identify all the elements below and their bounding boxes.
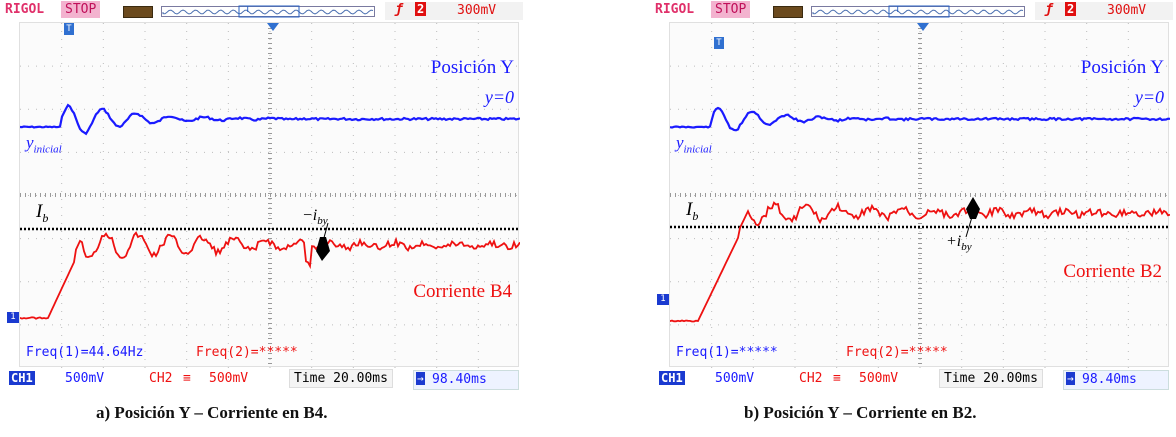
ib-label: Ib xyxy=(36,201,48,226)
horizontal-position-icon[interactable] xyxy=(917,23,929,31)
trigger-status[interactable]: ƒ 2 300mV xyxy=(385,2,523,20)
channel-bar: CH1 500mV CH2 ≡ 500mV Time 20.00ms → 98.… xyxy=(3,368,523,392)
freq1-readout: Freq(1)=44.64Hz xyxy=(26,345,144,360)
annotation-pointer xyxy=(321,222,329,246)
y-zero-label: y=0 xyxy=(484,87,514,107)
y-initial-label: yinicial xyxy=(26,133,62,155)
battery-icon xyxy=(773,6,803,18)
y-initial-main: y xyxy=(26,133,34,152)
arrow-down-icon xyxy=(316,237,330,261)
trigger-marker-icon[interactable]: T xyxy=(714,37,724,49)
ch1-marker-icon[interactable]: 1 xyxy=(657,294,669,305)
y-initial-sub: inicial xyxy=(683,143,712,156)
ch1-badge[interactable]: CH1 xyxy=(659,371,685,385)
timebase-readout[interactable]: Time 20.00ms xyxy=(939,369,1043,388)
grid xyxy=(670,23,1167,368)
arrow-up-icon xyxy=(966,197,980,219)
offset-arrow-icon: → xyxy=(416,372,425,385)
battery-icon xyxy=(123,6,153,18)
freq2-readout: Freq(2)=***** xyxy=(196,345,298,360)
trigger-source-badge: 2 xyxy=(1065,2,1077,16)
scope-screen: T Posición Y y=0 yinicial Ib −iby Corrie… xyxy=(19,22,520,368)
ch2-scale[interactable]: 500mV xyxy=(209,371,249,386)
scope-panel-b: RIGOL STOP T ƒ 2 300mV T Posició xyxy=(653,0,1173,392)
ch2-badge[interactable]: CH2 xyxy=(799,371,823,386)
status-bar: RIGOL STOP T ƒ 2 300mV xyxy=(3,0,523,22)
ch1-scale[interactable]: 500mV xyxy=(715,371,755,386)
brand-label: RIGOL xyxy=(655,2,695,17)
trigger-marker-icon[interactable]: T xyxy=(64,23,74,35)
waveform-overview-icon: T xyxy=(811,5,1025,18)
trigger-edge-icon: ƒ xyxy=(395,2,403,17)
svg-text:T: T xyxy=(895,5,901,15)
iby-main: +i xyxy=(946,233,962,250)
timebase-readout[interactable]: Time 20.00ms xyxy=(289,369,393,388)
offset-readout-box[interactable]: → 98.40ms xyxy=(413,370,519,390)
position-label: Posición Y xyxy=(1080,57,1164,78)
waveform-area xyxy=(670,23,1170,368)
horizontal-position-icon[interactable] xyxy=(267,23,279,31)
iby-main: −i xyxy=(302,207,318,224)
ch2-waveform xyxy=(670,201,1170,323)
memory-depth-bar: T xyxy=(161,4,375,18)
current-label: Corriente B4 xyxy=(413,281,512,302)
ch1-scale[interactable]: 500mV xyxy=(65,371,105,386)
y-initial-main: y xyxy=(676,133,684,152)
ch1-waveform xyxy=(670,106,1170,132)
offset-arrow-icon: → xyxy=(1066,372,1075,385)
ch1-waveform xyxy=(20,103,520,136)
trigger-edge-icon: ƒ xyxy=(1045,2,1053,17)
iby-label: +iby xyxy=(946,233,972,253)
trigger-level: 300mV xyxy=(1107,3,1147,18)
ib-sub: b xyxy=(692,208,699,223)
trigger-source-badge: 2 xyxy=(415,2,427,16)
ch2-scale[interactable]: 500mV xyxy=(859,371,899,386)
memory-depth-bar: T xyxy=(811,4,1025,18)
iby-sub: by xyxy=(961,241,972,254)
waveform-area xyxy=(20,23,520,368)
current-label: Corriente B2 xyxy=(1063,261,1162,282)
y-zero-label: y=0 xyxy=(1134,87,1164,107)
y-initial-sub: inicial xyxy=(33,143,62,156)
ch2-badge[interactable]: CH2 xyxy=(149,371,173,386)
scope-panel-a: RIGOL STOP T ƒ 2 300mV T Posició xyxy=(3,0,523,392)
annotation-pointer xyxy=(965,216,973,238)
y-initial-label: yinicial xyxy=(676,133,712,155)
caption-b: b) Posición Y – Corriente en B2. xyxy=(744,403,977,422)
trigger-level: 300mV xyxy=(457,3,497,18)
trigger-status[interactable]: ƒ 2 300mV xyxy=(1035,2,1173,20)
ib-label: Ib xyxy=(686,199,698,224)
caption-a: a) Posición Y – Corriente en B4. xyxy=(96,403,328,422)
brand-label: RIGOL xyxy=(5,2,45,17)
scope-screen: T Posición Y y=0 yinicial Ib +iby Corrie… xyxy=(669,22,1170,368)
ch1-badge[interactable]: CH1 xyxy=(9,371,35,385)
status-bar: RIGOL STOP T ƒ 2 300mV xyxy=(653,0,1173,22)
svg-text:T: T xyxy=(245,5,251,15)
iby-label: −iby xyxy=(302,207,328,227)
ib-sub: b xyxy=(42,210,49,225)
ib-main: I xyxy=(686,199,693,220)
ch2-waveform xyxy=(20,231,520,320)
run-state-badge[interactable]: STOP xyxy=(711,1,751,18)
offset-readout: 98.40ms xyxy=(432,372,487,387)
run-state-badge[interactable]: STOP xyxy=(61,1,101,18)
ch1-marker-icon[interactable]: 1 xyxy=(7,312,19,323)
waveform-overview-icon: T xyxy=(161,5,375,18)
channel-bar: CH1 500mV CH2 ≡ 500mV Time 20.00ms → 98.… xyxy=(653,368,1173,392)
ib-main: I xyxy=(36,201,43,222)
freq2-readout: Freq(2)=***** xyxy=(846,345,948,360)
position-label: Posición Y xyxy=(430,57,514,78)
offset-readout: 98.40ms xyxy=(1082,372,1137,387)
offset-readout-box[interactable]: → 98.40ms xyxy=(1063,370,1169,390)
iby-sub: by xyxy=(317,215,328,228)
freq1-readout: Freq(1)=***** xyxy=(676,345,778,360)
